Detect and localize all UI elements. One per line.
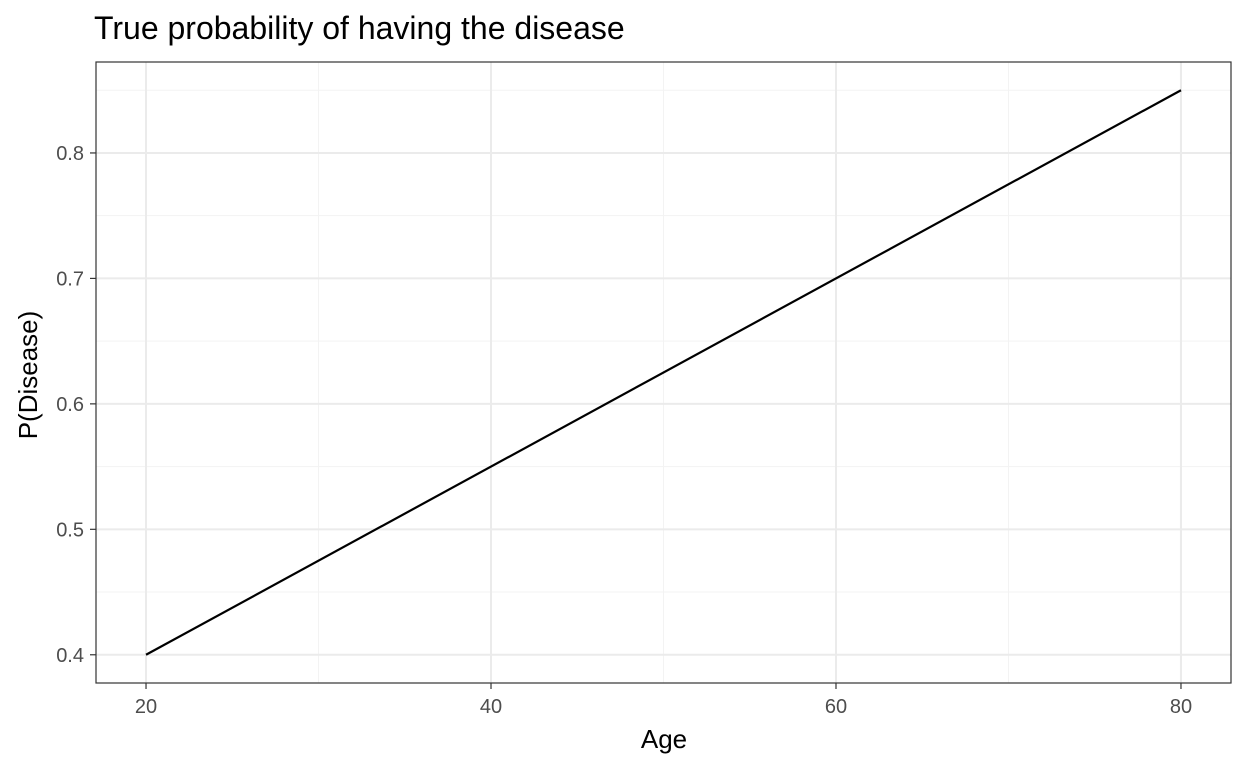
x-tick-label: 80 xyxy=(1170,696,1192,718)
x-axis: 20 40 60 80 xyxy=(135,683,1192,718)
y-axis: 0.4 0.5 0.6 0.7 0.8 xyxy=(56,143,96,667)
y-tick-label: 0.8 xyxy=(56,143,84,165)
x-tick-label: 40 xyxy=(480,696,502,718)
x-axis-title: Age xyxy=(641,724,687,754)
series-line xyxy=(145,89,1182,656)
chart-title: True probability of having the disease xyxy=(94,10,625,46)
grid-major-lines xyxy=(96,62,1231,683)
x-tick-label: 20 xyxy=(135,696,157,718)
panel-border xyxy=(95,61,1232,684)
y-tick-label: 0.7 xyxy=(56,268,84,290)
y-tick-label: 0.5 xyxy=(56,519,84,541)
y-tick-label: 0.6 xyxy=(56,394,84,416)
x-tick-label: 60 xyxy=(825,696,847,718)
y-tick-label: 0.4 xyxy=(56,645,84,667)
series-layer xyxy=(145,89,1182,656)
grid-minor-lines xyxy=(96,62,1231,683)
y-axis-title: P(Disease) xyxy=(13,311,43,440)
